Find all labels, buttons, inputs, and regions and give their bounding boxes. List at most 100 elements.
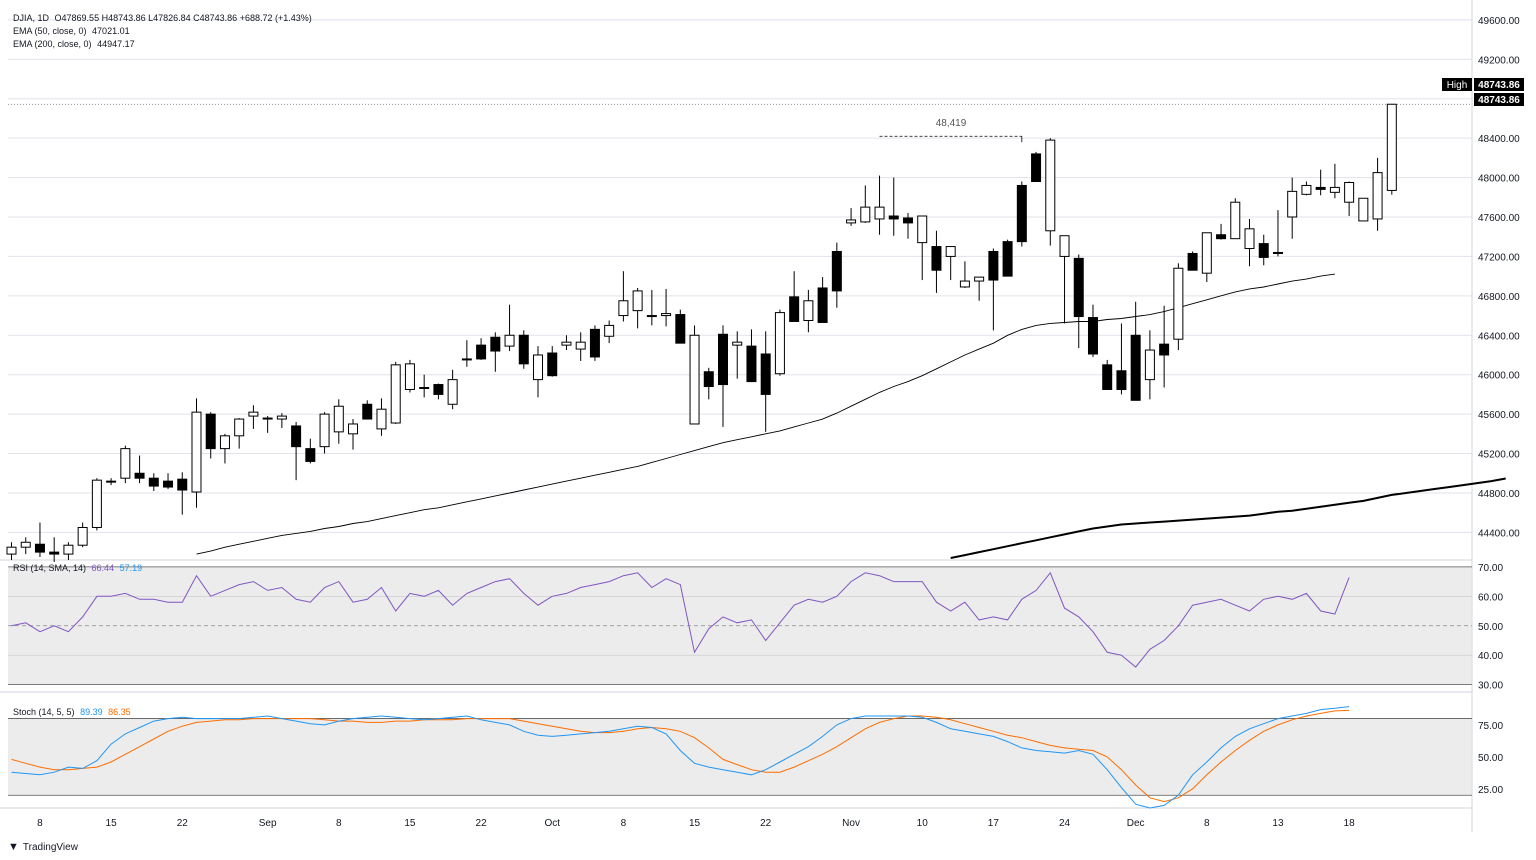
high-value-box — [1474, 78, 1524, 91]
candle-body — [1059, 235, 1070, 257]
candle-body — [533, 354, 544, 381]
price-tick-label: 45600.00 — [1478, 410, 1520, 421]
candle-body — [618, 300, 629, 317]
candle-body — [476, 344, 487, 360]
candle-body — [1201, 232, 1212, 274]
ema200-line — [950, 477, 1506, 559]
candle-body — [20, 541, 31, 548]
candle-body — [675, 314, 686, 344]
candle-body — [1230, 201, 1241, 240]
rsi-tick-label: 30.00 — [1478, 681, 1503, 692]
candle-body — [291, 425, 302, 448]
date-tick-label: Nov — [842, 818, 860, 829]
candle-body — [1258, 243, 1269, 258]
last-price-box — [1474, 93, 1524, 106]
price-tick-label: 46400.00 — [1478, 331, 1520, 342]
candle-body — [917, 215, 928, 244]
candle-body — [774, 312, 785, 375]
candle-body — [561, 341, 572, 346]
price-tick-label: 45200.00 — [1478, 450, 1520, 461]
stoch-band — [8, 718, 1472, 796]
candle-body — [106, 480, 117, 483]
candle-body — [276, 415, 287, 420]
candle-body — [746, 345, 757, 383]
rsi-pane[interactable] — [8, 566, 1472, 686]
candle-body — [447, 379, 458, 405]
candle-body — [262, 417, 273, 420]
candle-body — [461, 358, 472, 361]
candle-body — [1087, 317, 1098, 355]
stoch-pane[interactable] — [8, 706, 1472, 809]
candle-body — [518, 334, 529, 365]
candle-body — [248, 411, 259, 417]
candle-body — [817, 287, 828, 323]
stoch-k-value: 89.39 — [80, 707, 103, 717]
candle-body — [1386, 103, 1397, 191]
footer-branding[interactable]: ▼ TradingView — [8, 841, 78, 853]
rsi-legend: RSI (14, SMA, 14) 66.44 57.19 — [13, 563, 145, 574]
candle-body — [34, 543, 45, 553]
stoch-k-line — [11, 706, 1350, 809]
candle-body — [1031, 153, 1042, 183]
candle-body — [91, 479, 102, 528]
stoch-label: Stoch (14, 5, 5) — [13, 707, 75, 717]
rsi-tick-label: 40.00 — [1478, 651, 1503, 662]
date-tick-label: 22 — [177, 818, 189, 829]
candle-body — [362, 403, 373, 420]
ema50-legend: EMA (50, close, 0) 47021.01 — [13, 26, 133, 37]
candle-body — [504, 334, 515, 347]
date-tick-label: 15 — [404, 818, 416, 829]
candle-body — [1130, 334, 1141, 401]
candle-body — [305, 448, 316, 462]
stoch-legend: Stoch (14, 5, 5) 89.39 86.35 — [13, 707, 134, 718]
candle-body — [1102, 364, 1113, 390]
pane-layer — [0, 0, 1473, 832]
brand-name: TradingView — [22, 841, 78, 853]
date-tick-label: 24 — [1059, 818, 1071, 829]
candle-body — [1315, 186, 1326, 190]
candle-body — [1144, 349, 1155, 381]
candle-body — [732, 341, 743, 346]
ema200-legend: EMA (200, close, 0) 44947.17 — [13, 39, 138, 50]
rsi-label: RSI (14, SMA, 14) — [13, 563, 87, 573]
rsi-ma-value: 57.19 — [119, 563, 143, 573]
candle-body — [77, 526, 88, 546]
candle-body — [1358, 197, 1369, 222]
date-tick-label: Dec — [1127, 818, 1145, 829]
ema200-value: 44947.17 — [97, 39, 135, 49]
candle-body — [1002, 241, 1013, 277]
price-tick-label: 46800.00 — [1478, 292, 1520, 303]
candle-body — [860, 206, 871, 223]
candle-body — [1073, 257, 1084, 318]
candle-body — [6, 546, 17, 555]
tradingview-logo-icon: ▼ — [8, 841, 19, 853]
candle-body — [547, 352, 558, 377]
candle-body — [1159, 343, 1170, 356]
rsi-tick-label: 70.00 — [1478, 563, 1503, 574]
date-tick-label: 22 — [476, 818, 488, 829]
price-tick-label: 44400.00 — [1478, 528, 1520, 539]
candle-body — [703, 371, 714, 388]
price-tick-label: 49200.00 — [1478, 55, 1520, 66]
candle-body — [945, 246, 956, 257]
price-tick-label: 47200.00 — [1478, 252, 1520, 263]
candle-body — [718, 333, 728, 386]
date-tick-label: 18 — [1344, 818, 1356, 829]
candle-body — [1173, 267, 1184, 340]
candle-body — [931, 246, 942, 271]
candle-body — [689, 334, 700, 425]
rsi-value: 66.44 — [91, 563, 115, 573]
candle-body — [148, 477, 159, 487]
stoch-d-value: 86.35 — [108, 707, 131, 717]
candle-body — [661, 313, 672, 317]
candle-body — [874, 206, 885, 220]
candle-body — [604, 324, 615, 337]
candle-body — [234, 418, 245, 437]
date-tick-label: 15 — [689, 818, 701, 829]
price-pane[interactable] — [6, 103, 1506, 562]
candle-body — [1272, 251, 1283, 254]
candle-body — [831, 250, 842, 292]
candle-body — [888, 215, 899, 220]
candle-body — [1329, 186, 1340, 193]
